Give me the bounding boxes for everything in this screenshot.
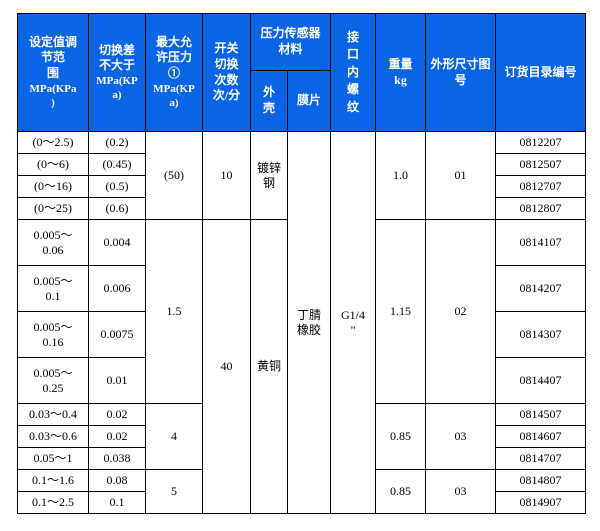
cell-set-range: (0～2.5) <box>17 131 89 154</box>
cell-dimension-figure-group-3: 03 <box>425 403 497 470</box>
header-sensor-material-group: 压力传感器 材料 <box>249 13 332 71</box>
cell-dimension-figure-group-4: 03 <box>425 469 497 514</box>
header-diaphragm: 膜片 <box>286 70 332 132</box>
cell-set-range: 0.005～ 0.1 <box>17 265 89 312</box>
cell-shell-material-group-1: 镀锌 钢 <box>250 131 288 220</box>
table-row: 0.005～ 0.1 0.006 0814207 <box>17 265 587 312</box>
header-set-value-range: 设定值调 节范 围 MPa(KPa ) <box>17 13 89 132</box>
table-row: (0～16) (0.5) 0812707 <box>17 175 587 198</box>
table-row: 0.03～0.4 0.02 4 0.85 03 0814507 <box>17 403 587 470</box>
cell-order-number: 0814807 <box>495 469 587 492</box>
cell-weight-group-2: 1.15 <box>375 219 427 404</box>
cell-max-pressure-group-1: (50) <box>145 131 203 220</box>
cell-set-range: (0～6) <box>17 153 89 176</box>
cell-set-range: (0～25) <box>17 197 89 220</box>
cell-switch-frequency-group-2: 40 <box>202 219 251 514</box>
cell-set-range: 0.03～0.4 <box>17 403 89 426</box>
cell-differential: (0.5) <box>88 175 146 198</box>
header-dimension-drawing-number: 外形尺寸图 号 <box>425 13 497 132</box>
cell-set-range: 0.005～ 0.06 <box>17 219 89 266</box>
header-max-allowable-pressure: 最大允 许压力 ① MPa(KP a) <box>145 13 203 132</box>
cell-order-number: 0814507 <box>495 403 587 426</box>
cell-set-range: 0.1～1.6 <box>17 469 89 492</box>
cell-set-range: 0.05～1 <box>17 447 89 470</box>
cell-weight-group-1: 1.0 <box>375 131 427 220</box>
table-row: (0～25) (0.6) 0812807 <box>17 197 587 220</box>
cell-order-number: 0814107 <box>495 219 587 266</box>
cell-differential: (0.2) <box>88 131 146 154</box>
header-weight: 重量 kg <box>375 13 427 132</box>
header-connection-internal-thread: 接 口 内 螺 纹 <box>330 13 377 132</box>
cell-shell-material-group-2: 黄铜 <box>250 219 288 514</box>
cell-set-range: 0.03～0.6 <box>17 425 89 448</box>
header-switching-differential: 切换差 不大于 MPa(KP a) <box>88 13 146 132</box>
cell-diaphragm-material: 丁腈 橡胶 <box>286 131 332 514</box>
table-row: 0.03～0.6 0.02 0814607 <box>17 425 587 448</box>
spec-table-container: 设定值调 节范 围 MPa(KPa ) 切换差 不大于 MPa(KP a) 最大… <box>17 13 587 514</box>
cell-differential: 0.02 <box>88 403 146 426</box>
table-row: (0～2.5) (0.2) (50) 10 镀锌 钢 丁腈 橡胶 G1/4 " … <box>17 131 587 514</box>
table-header: 设定值调 节范 围 MPa(KPa ) 切换差 不大于 MPa(KP a) 最大… <box>17 13 587 132</box>
cell-differential: 0.02 <box>88 425 146 448</box>
cell-dimension-figure-group-1: 01 <box>425 131 497 220</box>
cell-differential: 0.01 <box>88 357 146 404</box>
table-row: (0～6) (0.45) 0812507 <box>17 153 587 176</box>
cell-set-range: 0.005～ 0.25 <box>17 357 89 404</box>
cell-max-pressure-group-2: 1.5 <box>145 219 203 404</box>
cell-differential: 0.0075 <box>88 311 146 358</box>
cell-max-pressure-group-3: 4 <box>145 403 203 470</box>
cell-connection-thread: G1/4 " <box>330 131 377 514</box>
cell-order-number: 0812207 <box>495 131 587 154</box>
cell-switch-frequency-group-1: 10 <box>202 131 251 220</box>
cell-order-number: 0812507 <box>495 153 587 176</box>
cell-differential: 0.08 <box>88 469 146 492</box>
cell-set-range: 0.1～2.5 <box>17 491 89 514</box>
table-row: 0.1～2.5 0.1 0814907 <box>17 491 587 514</box>
cell-order-number: 0812807 <box>495 197 587 220</box>
cell-order-number: 0814607 <box>495 425 587 448</box>
table-row: 0.005～ 0.06 0.004 1.5 40 黄铜 1.15 02 0814… <box>17 219 587 514</box>
cell-differential: (0.45) <box>88 153 146 176</box>
header-order-catalog-number: 订货目录编号 <box>495 13 587 132</box>
table-row: 0.1～1.6 0.08 5 0.85 03 0814807 <box>17 469 587 514</box>
cell-differential: 0.1 <box>88 491 146 514</box>
cell-weight-group-4: 0.85 <box>375 469 427 514</box>
cell-order-number: 0814207 <box>495 265 587 312</box>
cell-dimension-figure-group-2: 02 <box>425 219 497 404</box>
cell-weight-group-3: 0.85 <box>375 403 427 470</box>
cell-order-number: 0812707 <box>495 175 587 198</box>
table-row: 0.005～ 0.16 0.0075 0814307 <box>17 311 587 358</box>
cell-order-number: 0814707 <box>495 447 587 470</box>
cell-differential: 0.004 <box>88 219 146 266</box>
pressure-switch-spec-table: 设定值调 节范 围 MPa(KPa ) 切换差 不大于 MPa(KP a) 最大… <box>17 13 587 514</box>
cell-differential: 0.006 <box>88 265 146 312</box>
table-body: (0～2.5) (0.2) (50) 10 镀锌 钢 丁腈 橡胶 G1/4 " … <box>17 131 587 514</box>
cell-order-number: 0814307 <box>495 311 587 358</box>
cell-order-number: 0814407 <box>495 357 587 404</box>
cell-order-number: 0814907 <box>495 491 587 514</box>
header-row-1: 设定值调 节范 围 MPa(KPa ) 切换差 不大于 MPa(KP a) 最大… <box>17 13 587 132</box>
table-row: 0.005～ 0.25 0.01 0814407 <box>17 357 587 404</box>
cell-set-range: 0.005～ 0.16 <box>17 311 89 358</box>
header-switching-frequency: 开关 切换 次数 次/分 <box>202 13 251 132</box>
cell-max-pressure-group-4: 5 <box>145 469 203 514</box>
header-row-2: 外 壳 膜片 <box>18 70 586 132</box>
cell-differential: (0.6) <box>88 197 146 220</box>
cell-differential: 0.038 <box>88 447 146 470</box>
cell-set-range: (0～16) <box>17 175 89 198</box>
header-shell: 外 壳 <box>250 70 288 132</box>
